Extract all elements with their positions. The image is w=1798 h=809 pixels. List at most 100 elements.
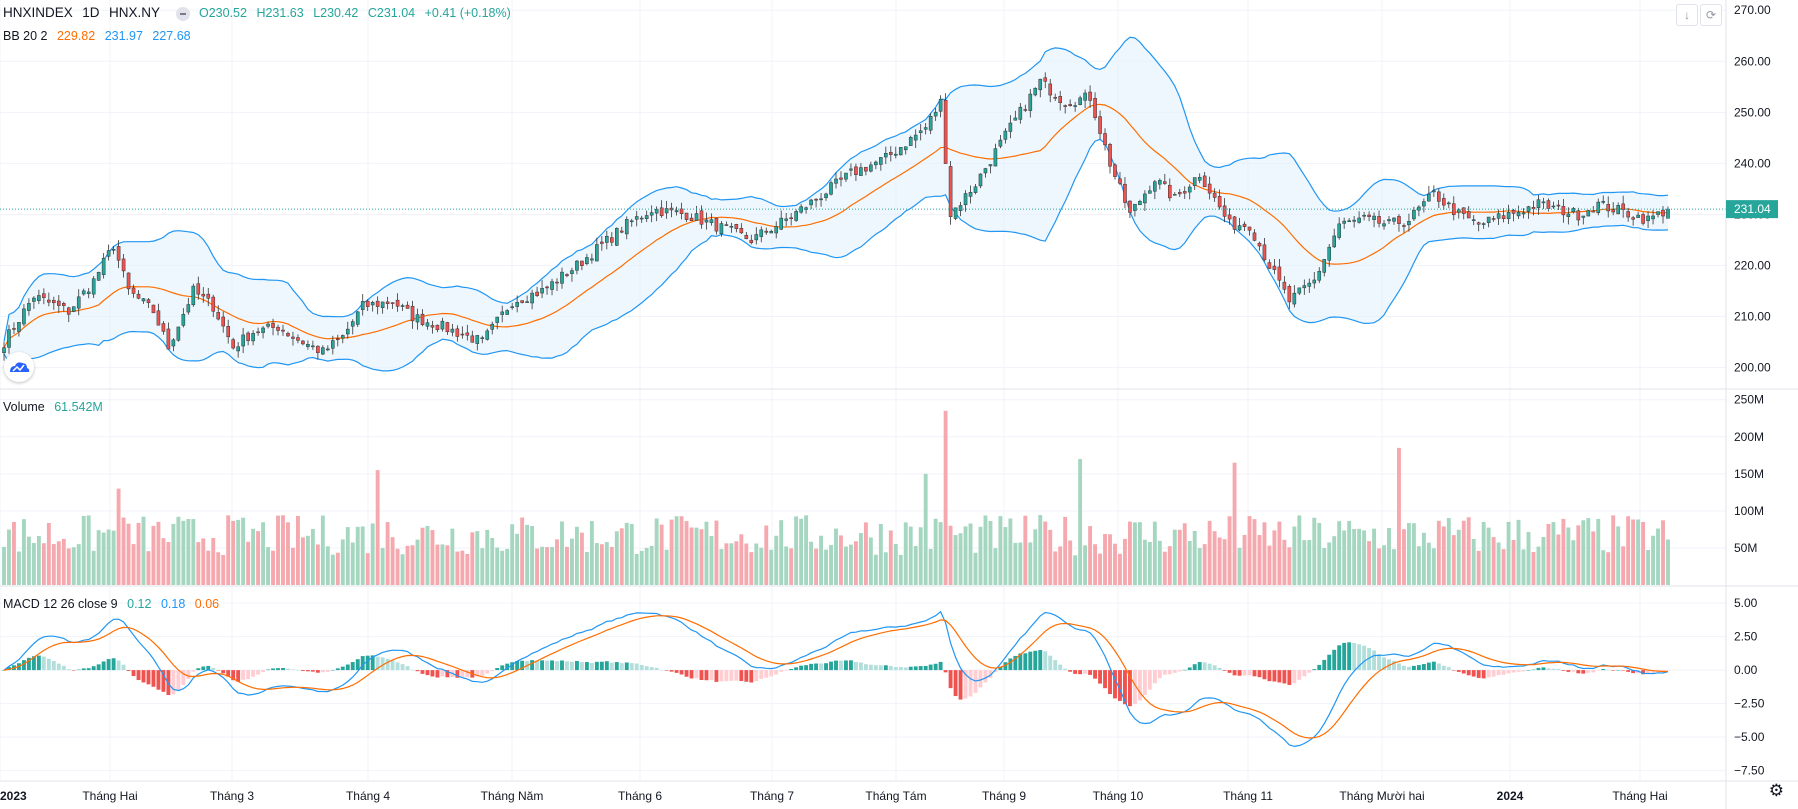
time-tick-label: Tháng 3: [210, 789, 254, 803]
main-legend: HNXINDEX 1D HNX.NY O230.52 H231.63 L230.…: [3, 5, 517, 21]
macd-histogram-bar: [7, 667, 11, 671]
macd-histogram-bar: [455, 670, 460, 678]
volume-bar: [714, 520, 719, 585]
candle-body: [610, 237, 614, 243]
candle: [32, 296, 36, 309]
macd-histogram-bar: [1217, 667, 1222, 671]
macd-histogram-bar: [41, 656, 46, 671]
candle-body: [1576, 210, 1581, 221]
candle: [699, 205, 704, 229]
volume-bar: [1406, 523, 1411, 585]
macd-histogram-bar: [405, 666, 410, 671]
volume-bar: [525, 524, 530, 585]
volume-bar: [679, 516, 684, 585]
candle: [1297, 287, 1302, 296]
candle-body: [963, 193, 968, 206]
macd-histogram-bar: [51, 661, 56, 671]
volume-bar: [1387, 528, 1391, 585]
symbol-name[interactable]: HNXINDEX: [3, 5, 73, 20]
volume-legend[interactable]: Volume 61.542M: [3, 400, 109, 414]
volume-bar: [86, 515, 91, 585]
macd-histogram-bar: [121, 664, 126, 671]
candle-body: [1327, 246, 1332, 261]
candle: [978, 173, 983, 189]
candle: [1013, 110, 1018, 121]
candle: [216, 305, 221, 321]
candle-body: [216, 312, 221, 320]
candle-body: [1043, 77, 1048, 82]
candle: [1387, 215, 1391, 225]
candle-body: [1561, 206, 1566, 216]
macd-histogram-bar: [1352, 643, 1357, 671]
volume-bar: [1626, 516, 1631, 585]
volume-bar: [1651, 535, 1655, 585]
macd-histogram-bar: [1621, 670, 1626, 671]
candle: [52, 296, 56, 310]
fullscreen-icon[interactable]: ⟳: [1700, 4, 1722, 26]
candle: [864, 166, 868, 176]
candle: [1606, 196, 1611, 218]
minus-circle-icon[interactable]: [175, 6, 190, 21]
gear-icon[interactable]: ⚙: [1768, 781, 1784, 800]
macd-histogram-bar: [1227, 670, 1232, 673]
volume-series[interactable]: [2, 410, 1670, 585]
download-icon[interactable]: ↓: [1676, 4, 1698, 26]
volume-bar: [136, 522, 141, 585]
macd-histogram-bar: [883, 665, 888, 671]
macd-histogram-bar: [335, 668, 340, 671]
macd-histogram-bar: [1416, 665, 1421, 671]
candle-body: [834, 178, 838, 184]
macd-series[interactable]: [2, 610, 1670, 748]
candle-body: [1202, 175, 1207, 188]
ohlc-close: C231.04: [367, 6, 416, 20]
candle-body: [1003, 130, 1008, 140]
candle-body: [395, 299, 400, 307]
candle-body: [181, 314, 186, 326]
candle: [605, 230, 609, 250]
volume-bar: [893, 543, 898, 585]
cloud-logo-icon[interactable]: [4, 352, 34, 382]
bb-basis-value: 229.82: [56, 29, 96, 43]
volume-bar: [594, 543, 599, 585]
candle-body: [794, 211, 798, 221]
candle: [435, 324, 440, 333]
candlestick-series[interactable]: [0, 72, 1726, 361]
candle: [380, 301, 385, 314]
macd-histogram-bar: [1556, 668, 1561, 671]
volume-bar: [1222, 539, 1227, 585]
candle-body: [664, 208, 669, 214]
macd-histogram-bar: [161, 670, 166, 692]
candle-body: [1227, 214, 1232, 220]
volume-bar: [365, 553, 370, 585]
macd-histogram-bar: [1108, 670, 1112, 695]
candle: [445, 321, 450, 335]
candle-body: [1108, 144, 1112, 167]
candle: [326, 345, 330, 352]
interval-label[interactable]: 1D: [82, 5, 100, 20]
candle: [17, 321, 21, 337]
macd-histogram-bar: [550, 660, 554, 671]
volume-bar: [395, 548, 400, 585]
macd-legend[interactable]: MACD 12 26 close 9 0.12 0.18 0.06: [3, 597, 225, 611]
volume-bar: [1292, 526, 1297, 585]
volume-bar: [76, 544, 81, 585]
macd-histogram-bar: [305, 670, 310, 672]
macd-histogram-bar: [1068, 670, 1073, 672]
candle-body: [839, 177, 843, 180]
volume-bar: [1362, 530, 1367, 585]
bb-legend[interactable]: BB 20 2 229.82 231.97 227.68: [3, 29, 197, 43]
candle: [360, 294, 365, 316]
candle: [998, 134, 1003, 149]
candle: [27, 298, 31, 316]
candle-body: [221, 316, 226, 327]
volume-bar: [1123, 538, 1127, 585]
volume-bar: [1382, 545, 1386, 585]
candle-body: [614, 228, 619, 246]
macd-histogram-bar: [1157, 670, 1162, 679]
candle-body: [350, 321, 355, 327]
candle-body: [251, 333, 255, 342]
candle: [1596, 198, 1601, 216]
candle: [191, 283, 196, 307]
volume-bar: [1048, 529, 1053, 585]
